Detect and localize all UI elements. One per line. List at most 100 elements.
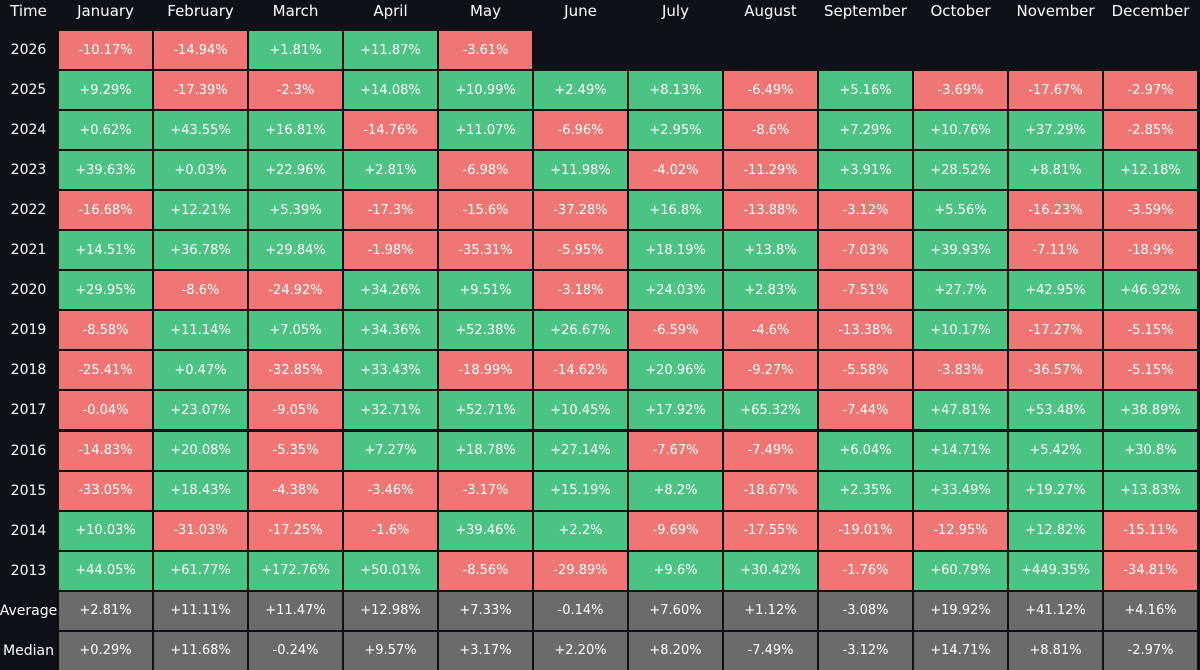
summary-row-label: Average: [0, 602, 58, 619]
return-cell: -6.59%: [629, 311, 722, 350]
return-cell: -4.02%: [629, 151, 722, 190]
year-label: 2018: [10, 362, 47, 379]
return-cell: +46.92%: [1104, 271, 1197, 310]
return-cell: +11.07%: [439, 111, 532, 150]
return-cell: +34.26%: [344, 271, 437, 310]
return-cell: +0.47%: [154, 351, 247, 390]
summary-cell: -0.24%: [249, 631, 342, 670]
return-cell: -9.05%: [249, 391, 342, 430]
return-cell: +43.55%: [154, 111, 247, 150]
return-cell: -6.98%: [439, 151, 532, 190]
return-cell: +18.78%: [439, 431, 532, 470]
return-cell: -17.25%: [249, 511, 342, 550]
return-cell: +38.89%: [1104, 391, 1197, 430]
return-cell: +2.2%: [534, 511, 627, 550]
return-cell: +10.45%: [534, 391, 627, 430]
summary-cell: -0.14%: [534, 591, 627, 630]
summary-cell: +8.20%: [629, 631, 722, 670]
return-cell: -19.01%: [819, 511, 912, 550]
return-cell: +17.92%: [629, 391, 722, 430]
summary-cell: +11.47%: [249, 591, 342, 630]
year-label: 2017: [10, 402, 47, 419]
return-cell: +39.63%: [59, 151, 152, 190]
return-cell: +19.27%: [1009, 471, 1102, 510]
return-cell: +15.19%: [534, 471, 627, 510]
return-cell: +8.2%: [629, 471, 722, 510]
return-cell: -25.41%: [59, 351, 152, 390]
return-cell: -11.29%: [724, 151, 817, 190]
summary-cell: +2.20%: [534, 631, 627, 670]
return-cell: -4.6%: [724, 311, 817, 350]
return-cell: +0.62%: [59, 111, 152, 150]
return-cell: -3.12%: [819, 191, 912, 230]
return-cell: +13.8%: [724, 231, 817, 270]
month-header: February: [167, 2, 234, 20]
return-cell: +7.27%: [344, 431, 437, 470]
return-cell: -36.57%: [1009, 351, 1102, 390]
return-cell: +42.95%: [1009, 271, 1102, 310]
return-cell: +14.71%: [914, 431, 1007, 470]
summary-cell: +14.71%: [914, 631, 1007, 670]
return-cell: +10.76%: [914, 111, 1007, 150]
return-cell: +27.14%: [534, 431, 627, 470]
return-cell: -1.6%: [344, 511, 437, 550]
return-cell: +65.32%: [724, 391, 817, 430]
month-header: October: [930, 2, 991, 20]
return-cell: -3.17%: [439, 471, 532, 510]
return-cell: -1.76%: [819, 551, 912, 590]
year-label: 2024: [10, 122, 47, 139]
return-cell: -3.61%: [439, 31, 532, 69]
return-cell: +9.51%: [439, 271, 532, 310]
return-cell: +7.05%: [249, 311, 342, 350]
return-cell: +6.04%: [819, 431, 912, 470]
return-cell: -8.6%: [154, 271, 247, 310]
return-cell: +30.42%: [724, 551, 817, 590]
return-cell: +60.79%: [914, 551, 1007, 590]
year-label: 2022: [10, 202, 47, 219]
return-cell: +5.16%: [819, 71, 912, 110]
return-cell: -8.6%: [724, 111, 817, 150]
month-header: March: [272, 2, 319, 20]
return-cell: +28.52%: [914, 151, 1007, 190]
return-cell: -17.39%: [154, 71, 247, 110]
return-cell: -8.56%: [439, 551, 532, 590]
return-cell: +20.96%: [629, 351, 722, 390]
summary-cell: +7.33%: [439, 591, 532, 630]
return-cell: -17.55%: [724, 511, 817, 550]
return-cell: +34.36%: [344, 311, 437, 350]
return-cell: +1.81%: [249, 31, 342, 69]
year-label: 2021: [10, 242, 47, 259]
return-cell: +52.38%: [439, 311, 532, 350]
return-cell: -2.85%: [1104, 111, 1197, 150]
return-cell: -18.67%: [724, 471, 817, 510]
return-cell: -8.58%: [59, 311, 152, 350]
return-cell: -14.62%: [534, 351, 627, 390]
return-cell: +10.03%: [59, 511, 152, 550]
return-cell: +11.87%: [344, 31, 437, 69]
return-cell: -37.28%: [534, 191, 627, 230]
return-cell: -5.35%: [249, 431, 342, 470]
year-label: 2020: [10, 282, 47, 299]
month-header: August: [744, 2, 797, 20]
return-cell: +12.18%: [1104, 151, 1197, 190]
return-cell: -29.89%: [534, 551, 627, 590]
return-cell: -31.03%: [154, 511, 247, 550]
return-cell: +22.96%: [249, 151, 342, 190]
return-cell: -4.38%: [249, 471, 342, 510]
return-cell: +8.13%: [629, 71, 722, 110]
return-cell: -0.04%: [59, 391, 152, 430]
summary-cell: +0.29%: [59, 631, 152, 670]
return-cell: -35.31%: [439, 231, 532, 270]
return-cell: +11.98%: [534, 151, 627, 190]
return-cell: -18.99%: [439, 351, 532, 390]
return-cell: -7.67%: [629, 431, 722, 470]
return-cell: -9.27%: [724, 351, 817, 390]
month-header: June: [564, 2, 597, 20]
return-cell: -13.38%: [819, 311, 912, 350]
summary-cell: +4.16%: [1104, 591, 1197, 630]
return-cell: -32.85%: [249, 351, 342, 390]
return-cell: -15.11%: [1104, 511, 1197, 550]
return-cell: +7.29%: [819, 111, 912, 150]
return-cell: +29.95%: [59, 271, 152, 310]
